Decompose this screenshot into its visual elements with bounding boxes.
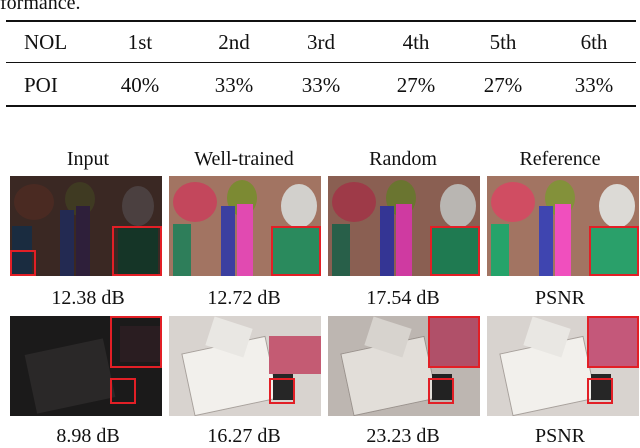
- caption-fragment: formance.: [0, 0, 81, 14]
- column-header-1st: 1st: [127, 30, 153, 54]
- column-header-4th: 4th: [402, 30, 430, 54]
- tassel-image-input: [10, 176, 162, 276]
- row-header-nol: NOL: [24, 30, 68, 54]
- psnr-label: 23.23 dB: [366, 425, 440, 447]
- psnr-label: 16.27 dB: [207, 425, 281, 447]
- column-header-5th: 5th: [489, 30, 517, 54]
- column-header-reference: Reference: [519, 148, 601, 170]
- column-header-random: Random: [369, 148, 437, 170]
- table-header-row: NOL 1st 2nd 3rd 4th 5th 6th: [6, 25, 636, 59]
- psnr-label: PSNR: [534, 287, 586, 309]
- table-bottom-rule: [6, 105, 636, 107]
- column-header-6th: 6th: [580, 30, 608, 54]
- column-header-3rd: 3rd: [307, 30, 335, 54]
- table-cell: 40%: [120, 73, 160, 97]
- table-cell: 27%: [396, 73, 436, 97]
- psnr-label: 17.54 dB: [366, 287, 440, 309]
- column-header-well-trained: Well-trained: [194, 148, 294, 170]
- psnr-label: 12.72 dB: [207, 287, 281, 309]
- tassel-image-random: [328, 176, 480, 276]
- table-cell: 33%: [301, 73, 341, 97]
- table-top-rule: [6, 20, 636, 22]
- psnr-label: 12.38 dB: [51, 287, 125, 309]
- psnr-label: PSNR: [534, 425, 586, 447]
- row-header-poi: POI: [24, 73, 58, 97]
- column-header-2nd: 2nd: [218, 30, 250, 54]
- book-image-input: [10, 316, 162, 416]
- table-row-poi: POI 40% 33% 33% 27% 27% 33%: [6, 68, 636, 102]
- book-image-reference: [487, 316, 639, 416]
- book-image-well-trained: [169, 316, 321, 416]
- table-mid-rule: [6, 62, 636, 63]
- column-header-input: Input: [66, 148, 110, 170]
- psnr-label: 8.98 dB: [56, 425, 120, 447]
- table-cell: 27%: [483, 73, 523, 97]
- table-cell: 33%: [214, 73, 254, 97]
- tassel-image-well-trained: [169, 176, 321, 276]
- book-image-random: [328, 316, 480, 416]
- table-cell: 33%: [574, 73, 614, 97]
- tassel-image-reference: [487, 176, 639, 276]
